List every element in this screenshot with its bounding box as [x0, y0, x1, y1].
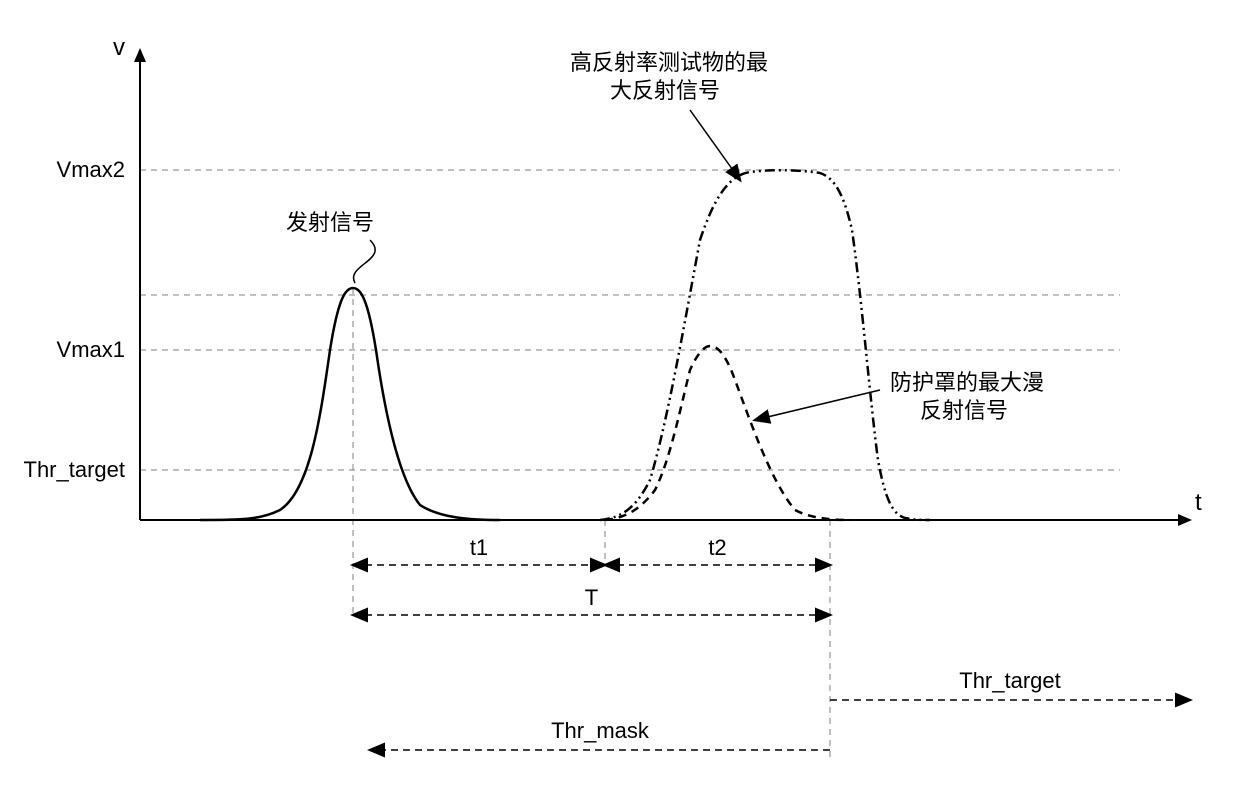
dimension-label: t2	[708, 535, 726, 560]
high-reflectivity-curve	[600, 170, 930, 520]
cover-label-line1: 防护罩的最大漫	[890, 370, 1044, 395]
annotations: 发射信号 高反射率测试物的最 大反射信号 防护罩的最大漫 反射信号	[286, 50, 1044, 423]
x-axis-label: t	[1195, 489, 1202, 516]
y-tick-label: Vmax1	[57, 337, 125, 362]
x-axis-arrow-icon	[1178, 514, 1192, 526]
dimension-marker: t2	[605, 535, 830, 565]
y-tick-label: Vmax2	[57, 157, 125, 182]
axes: v t	[113, 34, 1202, 526]
high-refl-label-line2: 大反射信号	[610, 78, 720, 103]
thr-mask-label: Thr_mask	[551, 718, 650, 743]
emit-label-leader	[354, 240, 376, 283]
dimension-marker: T	[353, 585, 830, 615]
thr-target-label: Thr_target	[959, 668, 1061, 693]
y-tick-label: Thr_target	[24, 457, 126, 482]
cover-label-line2: 反射信号	[920, 398, 1008, 423]
y-axis-label: v	[113, 34, 125, 61]
y-axis-arrow-icon	[134, 48, 146, 62]
dimension-label: t1	[470, 535, 488, 560]
emit-signal-label: 发射信号	[286, 210, 374, 235]
signal-diagram: v t Vmax2 Vmax1 Thr_target 发射信号 高反射率测试物的最 …	[20, 20, 1220, 790]
high-refl-label-line1: 高反射率测试物的最	[570, 50, 768, 75]
dimension-markers: t1 t2 T Thr_target Thr_mask	[353, 535, 1190, 750]
dimension-marker: t1	[353, 535, 605, 565]
y-tick-labels: Vmax2 Vmax1 Thr_target	[24, 157, 126, 482]
vertical-lines	[353, 288, 830, 760]
dimension-label: T	[585, 585, 598, 610]
emit-signal-curve	[200, 288, 500, 520]
cover-reflection-curve	[605, 346, 850, 520]
chart-svg: v t Vmax2 Vmax1 Thr_target 发射信号 高反射率测试物的最 …	[20, 20, 1220, 790]
cover-label-leader	[755, 390, 880, 420]
